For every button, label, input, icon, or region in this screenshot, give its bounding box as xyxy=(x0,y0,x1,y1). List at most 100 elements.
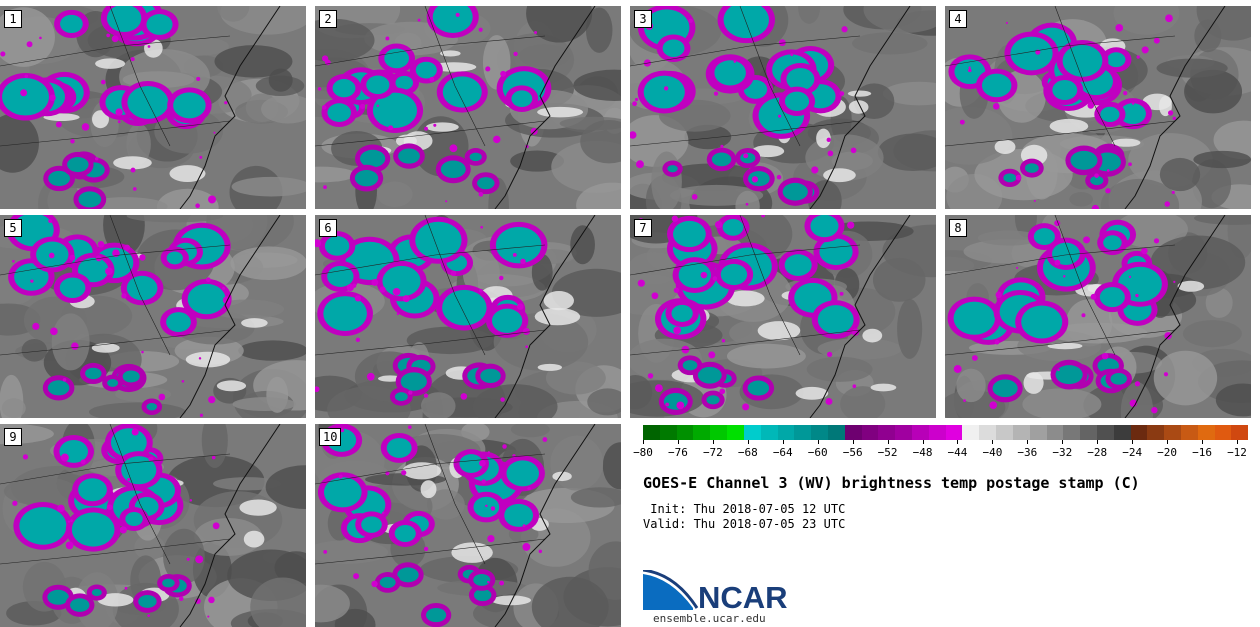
water-vapor-map xyxy=(630,6,936,209)
colorbar-swatch xyxy=(794,425,812,440)
colorbar-tick xyxy=(712,440,714,444)
colorbar-swatch xyxy=(1012,425,1030,440)
colorbar-swatch xyxy=(979,425,997,440)
colorbar-swatch xyxy=(1080,425,1097,440)
colorbar-tick-label: −68 xyxy=(737,446,758,459)
water-vapor-map xyxy=(945,215,1251,418)
postage-stamp-panel-3: 3 xyxy=(630,6,936,209)
colorbar-tick xyxy=(1062,440,1064,444)
postage-stamp-panel-9: 9 xyxy=(0,424,306,627)
init-time: Init: Thu 2018-07-05 12 UTC xyxy=(643,502,846,516)
colorbar-tick xyxy=(992,440,994,444)
colorbar-tick-label: −36 xyxy=(1017,446,1038,459)
figure-title: GOES-E Channel 3 (WV) brightness temp po… xyxy=(643,474,1140,492)
colorbar-swatch xyxy=(710,425,728,440)
colorbar-tick-label: −12 xyxy=(1227,446,1247,459)
colorbar-tick-label: −32 xyxy=(1052,446,1073,459)
colorbar-tick-label: −28 xyxy=(1087,446,1108,459)
colorbar-tick-label: −40 xyxy=(982,446,1003,459)
water-vapor-map xyxy=(0,424,306,627)
site-url: ensemble.ucar.edu xyxy=(653,612,766,625)
colorbar-tick-label: −44 xyxy=(947,446,968,459)
colorbar-swatch xyxy=(1214,425,1232,440)
colorbar-swatch xyxy=(1197,425,1215,440)
colorbar-swatch xyxy=(1063,425,1081,440)
colorbar-ticks: −80 −76 −72 −68 −64 −60 −56 −52 −48 −44 −40 −36 −32 −… xyxy=(633,440,1248,459)
colorbar-swatch xyxy=(827,425,845,440)
colorbar-tick xyxy=(922,440,924,444)
colorbar-swatch xyxy=(912,425,929,440)
water-vapor-map xyxy=(0,6,306,209)
colorbar-swatch xyxy=(643,425,660,440)
colorbar-swatch xyxy=(659,425,677,440)
postage-stamp-panel-6: 6 xyxy=(315,215,621,418)
colorbar-swatch xyxy=(811,425,828,440)
panel-number: 6 xyxy=(319,219,337,237)
postage-stamp-panel-8: 8 xyxy=(945,215,1251,418)
postage-stamp-panel-4: 4 xyxy=(945,6,1251,209)
colorbar-tick-label: −20 xyxy=(1157,446,1178,459)
postage-stamp-panel-1: 1 xyxy=(0,6,306,209)
colorbar-swatches xyxy=(643,425,1249,440)
colorbar-tick-label: −80 xyxy=(633,446,653,459)
colorbar-tick xyxy=(852,440,854,444)
colorbar-tick xyxy=(817,440,819,444)
colorbar-swatch xyxy=(1181,425,1198,440)
panel-number: 4 xyxy=(949,10,967,28)
colorbar-tick-label: −76 xyxy=(668,446,688,459)
colorbar-swatch xyxy=(676,425,694,440)
colorbar: −80 −76 −72 −68 −64 −60 −56 −52 −48 −44 −40 −36 −32 −… xyxy=(633,425,1249,459)
colorbar-tick-label: −16 xyxy=(1192,446,1212,459)
postage-stamp-panel-5: 5 xyxy=(0,215,306,418)
colorbar-swatch xyxy=(1113,425,1131,440)
colorbar-swatch xyxy=(878,425,896,440)
colorbar-swatch xyxy=(1147,425,1165,440)
colorbar-swatch xyxy=(1029,425,1047,440)
colorbar-swatch xyxy=(1130,425,1148,440)
water-vapor-map xyxy=(315,6,621,209)
colorbar-tick-label: −24 xyxy=(1122,446,1143,459)
colorbar-swatch xyxy=(743,425,761,440)
colorbar-tick-label: −60 xyxy=(807,446,828,459)
colorbar-tick xyxy=(677,440,679,444)
water-vapor-map xyxy=(630,215,936,418)
colorbar-tick xyxy=(1237,440,1238,444)
postage-stamp-panel-2: 2 xyxy=(315,6,621,209)
valid-time: Valid: Thu 2018-07-05 23 UTC xyxy=(643,517,846,531)
colorbar-tick xyxy=(957,440,959,444)
colorbar-swatch xyxy=(1231,425,1249,440)
colorbar-swatch xyxy=(861,425,879,440)
panel-number: 7 xyxy=(634,219,652,237)
colorbar-tick xyxy=(747,440,749,444)
colorbar-tick xyxy=(782,440,784,444)
panel-number: 5 xyxy=(4,219,22,237)
colorbar-tick xyxy=(1202,440,1204,444)
panel-number: 9 xyxy=(4,428,22,446)
colorbar-swatch xyxy=(928,425,946,440)
ncar-logo-icon xyxy=(643,570,699,610)
water-vapor-map xyxy=(0,215,306,418)
ncar-logo-text: NCAR xyxy=(698,580,788,615)
colorbar-tick-label: −64 xyxy=(772,446,793,459)
colorbar-swatch xyxy=(945,425,963,440)
colorbar-swatch xyxy=(1046,425,1064,440)
panel-number: 3 xyxy=(634,10,652,28)
colorbar-tick-label: −48 xyxy=(912,446,933,459)
colorbar-swatch xyxy=(760,425,778,440)
water-vapor-map xyxy=(315,215,621,418)
colorbar-tick xyxy=(1167,440,1169,444)
panel-number: 8 xyxy=(949,219,967,237)
colorbar-tick xyxy=(643,440,644,444)
colorbar-tick xyxy=(1097,440,1099,444)
colorbar-tick xyxy=(1132,440,1134,444)
colorbar-swatch xyxy=(1096,425,1114,440)
colorbar-tick-label: −72 xyxy=(702,446,723,459)
colorbar-swatch xyxy=(895,425,912,440)
colorbar-tick-label: −52 xyxy=(877,446,898,459)
colorbar-swatch xyxy=(844,425,862,440)
panel-number: 1 xyxy=(4,10,22,28)
water-vapor-map xyxy=(315,424,621,627)
postage-stamp-panel-10: 10 xyxy=(315,424,621,627)
panel-number: 10 xyxy=(319,428,342,446)
colorbar-tick-label: −56 xyxy=(842,446,863,459)
